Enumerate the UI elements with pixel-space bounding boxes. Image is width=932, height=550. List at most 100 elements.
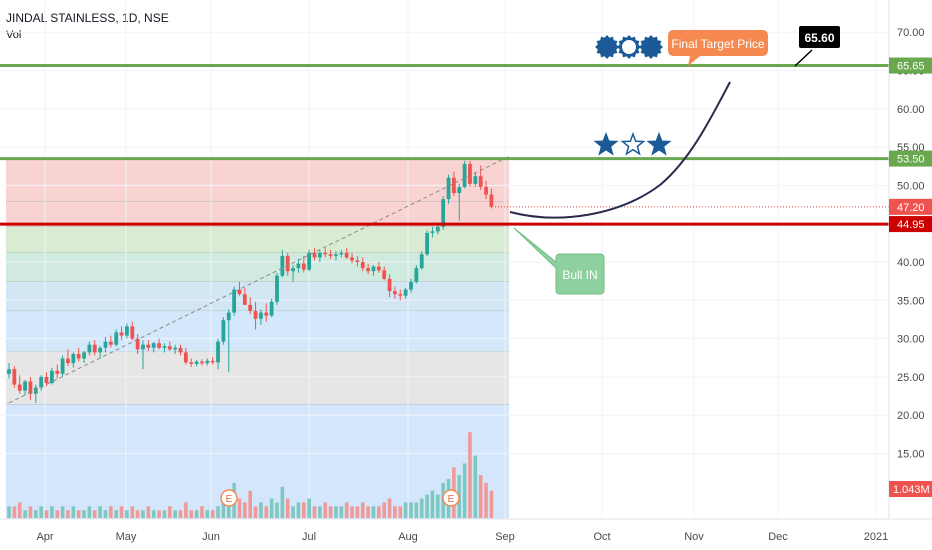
volume-bar [344,502,349,518]
volume-bar [76,510,81,518]
candle-body [39,376,44,388]
badge-icon-hole [622,40,636,54]
price-tick-label: 35.00 [897,295,925,307]
volume-bar [50,506,54,518]
candle-body [468,163,472,184]
candle-body [446,177,451,200]
candle-body [162,346,167,348]
volume-bar [243,502,247,518]
last-price-tag [889,198,932,215]
candle-body [237,289,242,295]
candle-body [366,268,371,272]
volume-bar [92,510,97,518]
volume-bar [489,490,494,518]
candle-body [382,270,387,279]
fib-zone [6,226,509,253]
fib-zone [6,351,509,405]
volume-bar [462,463,467,518]
candle-body [291,268,295,272]
price-tick-label: 50.00 [897,180,925,192]
volume-bar [377,506,381,518]
candle-body [82,352,86,359]
volume-bar [141,510,145,518]
volume-bar [237,498,242,518]
candle-body [205,360,210,364]
volume-bar [318,506,322,518]
volume-bar [371,506,376,518]
candle-body [430,231,435,233]
volume-bar [17,502,22,518]
candle-body [478,176,483,187]
earnings-marker [442,489,460,507]
candle-body [264,312,269,316]
volume-bar [135,510,140,518]
volume-bar [55,510,60,518]
price-tick-label: 25.00 [897,372,925,384]
candle-body [7,369,11,374]
price-axis: 15.0020.0025.0030.0035.0040.0045.0050.00… [888,0,932,519]
candle-body [334,254,338,256]
candle-body [108,341,113,345]
volume-bar [339,506,344,518]
volume-bar [436,494,440,518]
volume-bar [355,506,360,518]
candle-body [216,341,220,363]
candle-body [296,263,301,269]
candle-body [151,343,156,348]
star-filled-icon [593,131,619,156]
volume-bar [226,502,231,518]
price-tick-label: 30.00 [897,334,925,346]
volume-bar [119,506,124,518]
candle-body [317,252,322,258]
candle-body [167,346,172,350]
candle-body [49,370,54,384]
candle-body [371,266,376,272]
bull-in-callout [513,227,605,295]
candle-body [451,177,456,194]
candle-body [66,358,70,364]
volume-bar [328,506,333,518]
final-target-price-tag [889,57,932,74]
candle-body [275,275,279,302]
candle-body [462,163,467,187]
candle-body [248,304,253,312]
final-target-callout [668,30,768,66]
time-tick-label: Jul [302,531,316,543]
target-value-label: 65.60 [804,31,834,45]
volume-bar [44,510,49,518]
volume-bar [285,498,290,518]
final-target-callout-label: Final Target Price [671,37,764,51]
volume-bar [398,506,403,518]
candle-body [285,255,290,272]
candle-body [489,194,494,207]
candle-body [226,312,231,321]
volume-bar [125,510,129,518]
volume-bar [291,506,295,518]
entry-price-tag-label: 44.95 [897,219,925,231]
candles [7,160,494,403]
badge-icon [639,35,663,59]
earnings-marker-label: E [226,494,233,505]
time-tick-label: Nov [684,531,704,543]
candle-body [355,260,360,262]
volume-bar [210,510,215,518]
volume-bar [280,486,285,518]
candle-body [409,281,413,290]
time-tick-label: Oct [593,531,610,543]
candle-body [23,381,27,391]
volume-bar [194,510,199,518]
candle-body [194,361,199,364]
volume-bar [393,506,397,518]
volume-bar [468,432,472,518]
star-filled-icon [646,131,672,156]
volume-value-tag [889,481,932,497]
candle-body [403,289,408,296]
volume-bar [109,506,113,518]
volume-bar [296,502,301,518]
candle-body [130,326,135,339]
volume-bar [275,502,279,518]
candle-body [92,344,97,353]
time-axis: Apr May Jun Jul Aug Sep Oct Nov Dec 2021 [0,518,932,543]
time-tick-label: Sep [495,531,515,543]
